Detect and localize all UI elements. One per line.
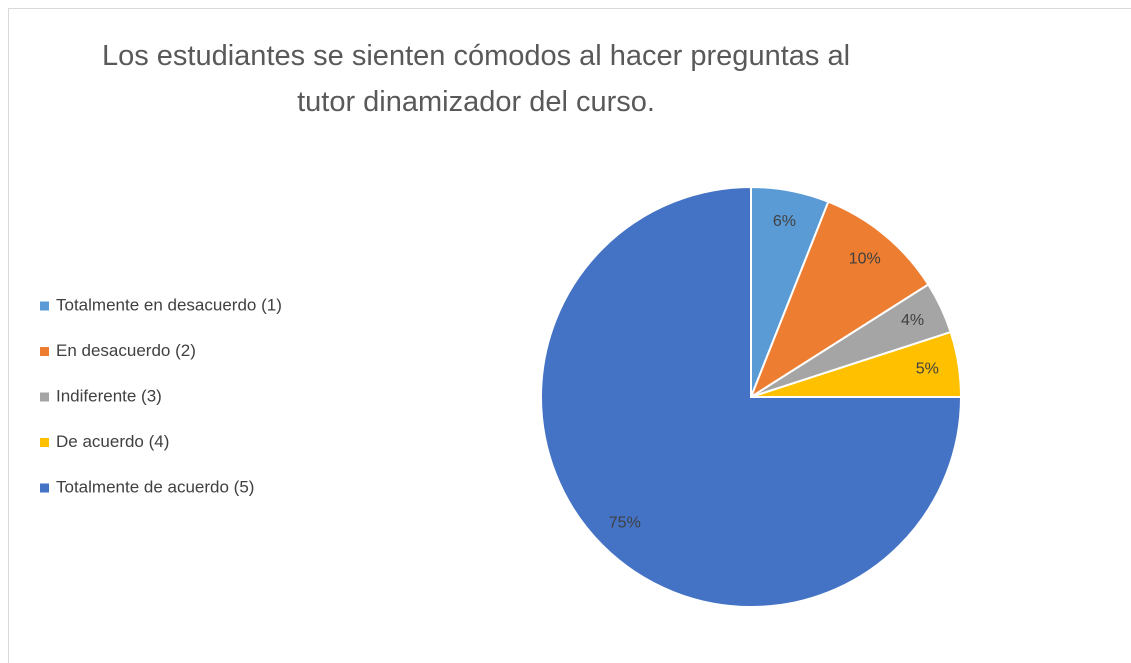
- legend-swatch: [40, 483, 49, 493]
- legend-swatch: [40, 438, 49, 447]
- legend-label: Totalmente en desacuerdo (1): [56, 295, 282, 314]
- legend-label: Indiferente (3): [56, 386, 162, 405]
- data-label: 10%: [849, 251, 881, 268]
- data-label: 5%: [916, 360, 939, 377]
- legend-swatch: [40, 347, 49, 356]
- legend-label: En desacuerdo (2): [56, 341, 196, 360]
- data-label: 6%: [773, 213, 796, 230]
- data-label: 75%: [609, 514, 641, 531]
- pie-slice: [748, 200, 930, 400]
- legend-swatch: [40, 301, 49, 311]
- chart-title: Los estudiantes se sienten cómodos al ha…: [102, 40, 850, 118]
- pie-slice: [540, 185, 963, 608]
- data-label: 4%: [901, 312, 924, 329]
- legend-label: Totalmente de acuerdo (5): [56, 477, 254, 496]
- legend-label: De acuerdo (4): [56, 432, 169, 451]
- legend-swatch: [40, 392, 49, 402]
